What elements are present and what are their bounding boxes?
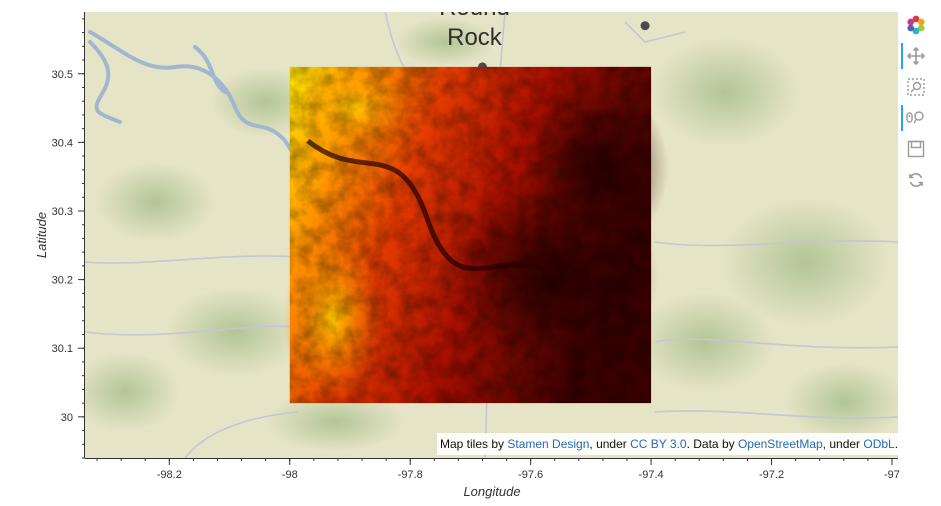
- attribution-text: , under: [589, 437, 631, 451]
- odbl-link[interactable]: ODbL: [863, 437, 895, 451]
- openstreetmap-link[interactable]: OpenStreetMap: [737, 437, 823, 451]
- wheel-zoom-icon: [906, 111, 924, 124]
- stamen-design-link[interactable]: Stamen Design: [507, 437, 590, 451]
- x-axis: -98.2 -98 -97.8 -97.6 -97.4 -97.2 -97: [85, 458, 900, 481]
- save-tool-button[interactable]: [903, 136, 929, 162]
- map-plot-area[interactable]: RoundRockTaylor: [85, 12, 898, 458]
- y-tick-label: 30.2: [52, 275, 73, 287]
- x-tick-label: -98.2: [157, 469, 182, 481]
- attribution-text: . Data by: [686, 437, 738, 451]
- attribution-text: , under: [822, 437, 864, 451]
- box-zoom-icon: [907, 78, 925, 96]
- x-tick-label: -97.4: [639, 469, 664, 481]
- place-label: Rock: [447, 24, 503, 51]
- place-marker-dot: [640, 21, 650, 31]
- place-markers: RoundRockTaylor: [439, 12, 650, 72]
- box-zoom-tool-button[interactable]: [903, 74, 929, 100]
- place-label: Round: [439, 12, 510, 21]
- elevation-texture: [289, 66, 652, 404]
- elevation-image: [282, 66, 670, 404]
- x-tick-label: -97.2: [759, 469, 784, 481]
- plot-toolbar: [901, 8, 931, 198]
- vegetation-layer: [85, 17, 898, 452]
- pan-icon: [907, 47, 925, 65]
- cc-by-link[interactable]: CC BY 3.0: [630, 437, 687, 451]
- save-icon: [907, 140, 925, 158]
- y-tick-label: 30.1: [52, 343, 73, 355]
- wheel-zoom-tool-button[interactable]: [901, 105, 929, 131]
- bokeh-logo-icon: [907, 15, 925, 35]
- water-layer: [88, 30, 300, 164]
- map-canvas[interactable]: RoundRockTaylor: [85, 12, 898, 458]
- map-attribution: Map tiles by Stamen Design, under CC BY …: [437, 433, 898, 455]
- x-tick-label: -97.8: [398, 469, 423, 481]
- attribution-text: .: [894, 437, 899, 451]
- x-axis-title: Longitude: [463, 484, 520, 499]
- y-tick-label: 30.3: [52, 206, 73, 218]
- pan-tool-button[interactable]: [901, 43, 929, 69]
- x-tick-label: -98: [282, 469, 298, 481]
- y-tick-label: 30.4: [52, 137, 73, 149]
- x-tick-label: -97: [884, 469, 900, 481]
- y-axis-title: Latitude: [34, 212, 49, 258]
- x-tick-label: -97.6: [518, 469, 543, 481]
- reset-icon: [909, 173, 923, 187]
- y-tick-label: 30.5: [52, 69, 73, 81]
- reset-tool-button[interactable]: [903, 167, 929, 193]
- attribution-text: Map tiles by: [440, 437, 508, 451]
- y-axis: 30 30.1 30.2 30.3 30.4 30.5: [52, 12, 85, 459]
- y-tick-label: 30: [61, 412, 73, 424]
- bokeh-logo-button[interactable]: [903, 12, 929, 38]
